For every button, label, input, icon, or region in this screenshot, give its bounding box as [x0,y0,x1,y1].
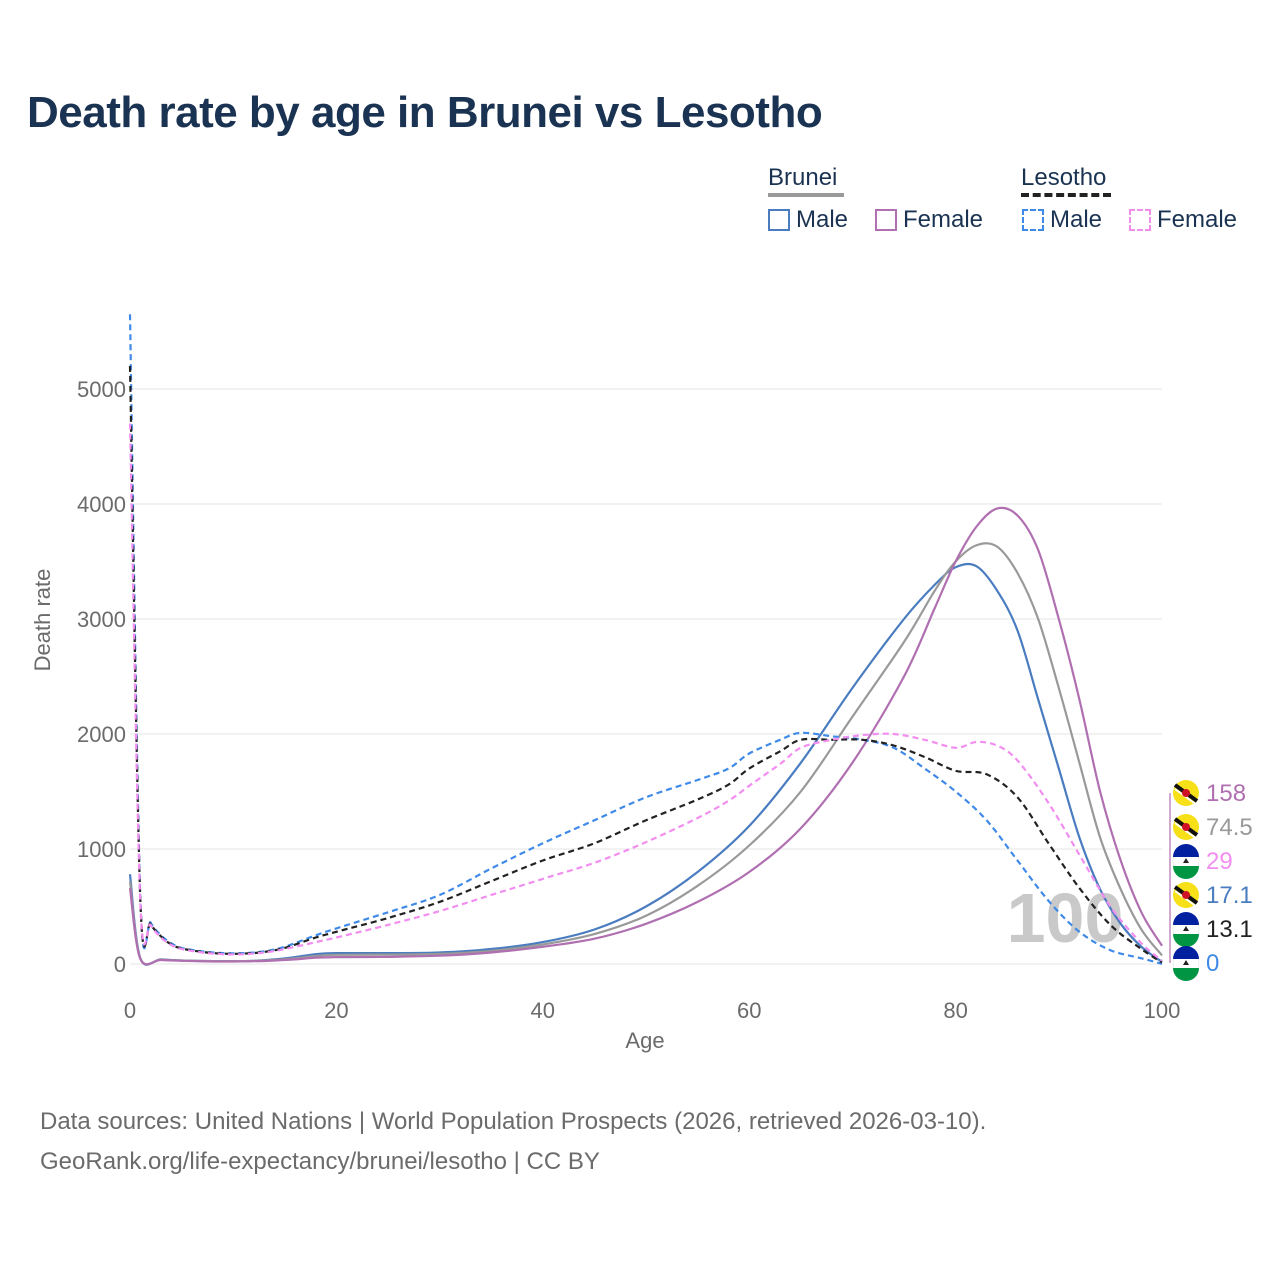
end-value: 74.5 [1206,814,1253,841]
lesotho-flag-icon [1172,946,1200,981]
source-line-2[interactable]: GeoRank.org/life-expectancy/brunei/lesot… [40,1148,600,1175]
x-tick-label: 40 [531,998,555,1023]
y-tick-label: 1000 [77,837,126,862]
brunei-flag-icon [1173,814,1199,840]
end-value: 0 [1206,950,1219,977]
end-value: 13.1 [1206,916,1253,943]
legend-item-brunei-female[interactable]: Female [875,206,983,234]
y-tick-label: 4000 [77,492,126,517]
end-label-lesotho-male: 0 [1172,946,1219,981]
x-axis-title: Age [625,1028,664,1053]
legend-group-lesotho[interactable]: Lesotho [1021,164,1111,197]
brunei-flag-icon [1173,780,1199,806]
end-label-brunei-male: 17.1 [1173,882,1253,909]
legend-group-lesotho-label: Lesotho [1021,164,1107,191]
y-tick-label: 5000 [77,377,126,402]
legend-label-lesotho-male: Male [1050,206,1103,233]
y-tick-label: 0 [114,952,126,977]
y-tick-label: 3000 [77,607,126,632]
end-value: 17.1 [1206,882,1253,909]
x-tick-label: 60 [737,998,761,1023]
series-lines [128,314,1163,966]
y-axis-title: Death rate [30,569,55,672]
legend-swatch-lesotho-male [1022,209,1044,231]
x-tick-label: 20 [324,998,348,1023]
end-labels: 158 74.5 29 17.1 13.1 0 [1172,780,1253,981]
series-line-lesotho-female[interactable] [128,423,1163,962]
legend-group-brunei-label: Brunei [768,164,838,191]
brunei-flag-icon [1173,882,1199,908]
y-tick-labels: 0 1000 2000 3000 4000 5000 [77,377,126,977]
end-value: 158 [1206,780,1246,807]
legend-group-brunei[interactable]: Brunei [768,164,844,197]
legend-label-lesotho-female: Female [1157,206,1238,233]
end-value: 29 [1206,848,1233,875]
y-tick-label: 2000 [77,722,126,747]
x-tick-label: 100 [1144,998,1181,1023]
end-label-brunei-total: 74.5 [1173,814,1253,841]
x-tick-labels: 0 20 40 60 80 100 [124,998,1180,1023]
series-line-lesotho-male[interactable] [128,314,1163,966]
legend-item-lesotho-female[interactable]: Female [1129,206,1237,234]
legend-item-brunei-male[interactable]: Male [768,206,848,234]
end-label-brunei-female: 158 [1173,780,1246,807]
end-label-lesotho-female: 29 [1172,844,1233,879]
series-line-brunei-female[interactable] [128,506,1163,966]
series-line-lesotho-total[interactable] [128,365,1163,964]
x-tick-label: 80 [943,998,967,1023]
legend-label-brunei-male: Male [796,206,849,233]
legend-item-lesotho-male[interactable]: Male [1022,206,1102,234]
x-tick-label: 0 [124,998,136,1023]
source-line-1: Data sources: United Nations | World Pop… [40,1108,987,1135]
legend-label-brunei-female: Female [903,206,984,233]
lesotho-flag-icon [1172,844,1200,879]
lesotho-flag-icon [1172,912,1200,947]
legend-group-lesotho-line [1021,193,1111,197]
legend-swatch-brunei-male [768,209,790,231]
legend-swatch-brunei-female [875,209,897,231]
legend-swatch-lesotho-female [1129,209,1151,231]
legend-group-brunei-line [768,193,844,197]
grid-lines [130,388,1162,965]
end-label-lesotho-total: 13.1 [1172,912,1253,947]
chart-title: Death rate by age in Brunei vs Lesotho [27,88,823,137]
